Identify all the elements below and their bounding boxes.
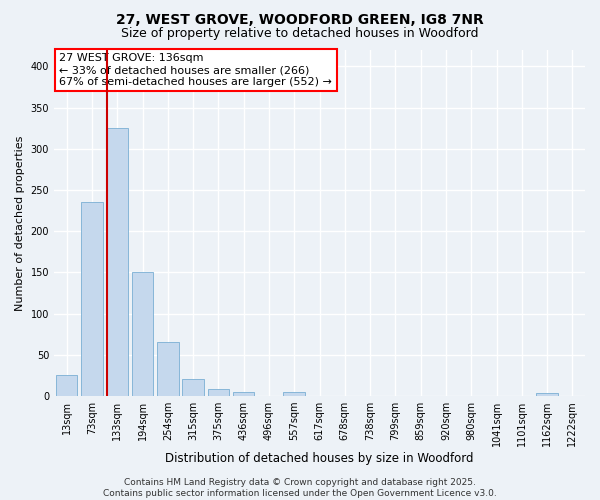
Bar bbox=[208, 390, 229, 396]
Y-axis label: Number of detached properties: Number of detached properties bbox=[15, 136, 25, 310]
Bar bbox=[536, 394, 558, 396]
Text: Size of property relative to detached houses in Woodford: Size of property relative to detached ho… bbox=[121, 28, 479, 40]
Bar bbox=[157, 342, 179, 396]
Text: Contains HM Land Registry data © Crown copyright and database right 2025.
Contai: Contains HM Land Registry data © Crown c… bbox=[103, 478, 497, 498]
Bar bbox=[56, 376, 77, 396]
Bar bbox=[81, 202, 103, 396]
Bar bbox=[233, 392, 254, 396]
Bar bbox=[132, 272, 153, 396]
X-axis label: Distribution of detached houses by size in Woodford: Distribution of detached houses by size … bbox=[165, 452, 474, 465]
Bar bbox=[182, 380, 204, 396]
Text: 27, WEST GROVE, WOODFORD GREEN, IG8 7NR: 27, WEST GROVE, WOODFORD GREEN, IG8 7NR bbox=[116, 12, 484, 26]
Bar bbox=[283, 392, 305, 396]
Bar bbox=[107, 128, 128, 396]
Text: 27 WEST GROVE: 136sqm
← 33% of detached houses are smaller (266)
67% of semi-det: 27 WEST GROVE: 136sqm ← 33% of detached … bbox=[59, 54, 332, 86]
